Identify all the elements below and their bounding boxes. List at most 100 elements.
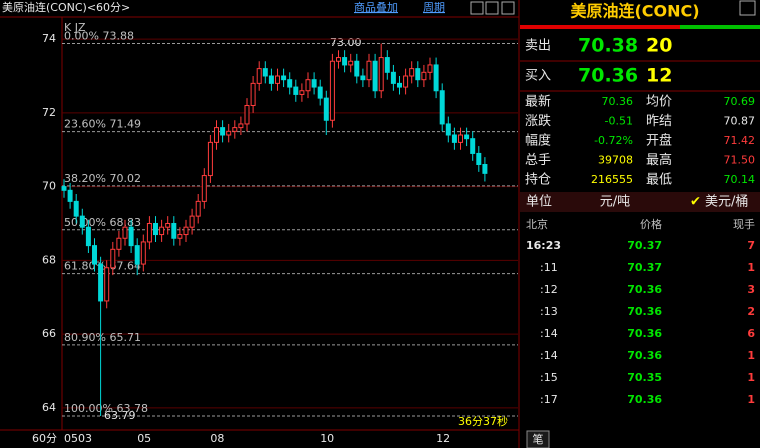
trade-volume: 1 bbox=[747, 393, 755, 406]
overlay-link[interactable]: 商品叠加 bbox=[354, 0, 398, 14]
fib-value: 67.64 bbox=[109, 260, 141, 273]
candle-body bbox=[482, 164, 488, 174]
nav-buttons[interactable] bbox=[470, 1, 515, 15]
trade-volume: 1 bbox=[747, 261, 755, 274]
x-tick-label: 10 bbox=[320, 432, 334, 445]
x-tick-label: 0503 bbox=[64, 432, 92, 445]
panel-title: 美原油连(CONC) bbox=[570, 2, 699, 21]
button[interactable] bbox=[501, 1, 515, 15]
candle-body bbox=[116, 237, 122, 250]
ask-price: 70.38 bbox=[578, 35, 638, 57]
fib-value: 70.02 bbox=[109, 172, 141, 185]
trade-volume: 7 bbox=[747, 239, 755, 252]
trade-price: 70.36 bbox=[627, 327, 662, 340]
candle-body bbox=[397, 82, 402, 88]
candle-body bbox=[427, 64, 433, 73]
stat-label: 幅度 bbox=[525, 133, 551, 149]
candle-body bbox=[458, 134, 463, 143]
trade-time: :14 bbox=[540, 349, 558, 362]
chart: 64 66 68 70 72 74 0.00% 73.88 23.60% 71.49 38.20… bbox=[42, 30, 518, 445]
strength-bar bbox=[680, 25, 760, 29]
countdown: 36分37秒 bbox=[458, 414, 508, 428]
unit-bar bbox=[520, 192, 760, 212]
trade-time: 16:23 bbox=[526, 239, 561, 252]
candle-body bbox=[250, 82, 256, 106]
button[interactable] bbox=[470, 1, 484, 15]
candle-body bbox=[378, 57, 384, 92]
stat-value: -0.51 bbox=[605, 115, 633, 128]
candle-body bbox=[366, 60, 372, 81]
candle-body bbox=[98, 263, 104, 302]
fib-percent: 50.00% bbox=[64, 216, 106, 229]
trade-volume: 6 bbox=[747, 327, 755, 340]
candle-body bbox=[323, 97, 329, 121]
trade-volume: 2 bbox=[747, 305, 755, 318]
candle-body bbox=[415, 68, 421, 81]
trade-time: :12 bbox=[540, 283, 558, 296]
candle-body bbox=[372, 60, 378, 92]
candle-body bbox=[287, 79, 293, 88]
stat-value: 71.50 bbox=[724, 154, 756, 167]
candle-body bbox=[110, 248, 116, 269]
bid-label: 买入 bbox=[525, 69, 551, 84]
trade-price: 70.36 bbox=[627, 349, 662, 362]
candle-body bbox=[470, 138, 476, 154]
trades-header: 北京 bbox=[526, 217, 548, 231]
y-tick-label: 66 bbox=[42, 327, 56, 340]
candle-body bbox=[445, 123, 451, 136]
fib-percent: 0.00% bbox=[64, 30, 99, 43]
fib-percent: 38.20% bbox=[64, 172, 106, 185]
trade-price: 70.35 bbox=[627, 371, 662, 384]
trade-price: 70.36 bbox=[627, 305, 662, 318]
candle-body bbox=[384, 57, 390, 73]
candle-body bbox=[207, 141, 213, 177]
stat-value: 70.69 bbox=[724, 95, 756, 108]
trades-header: 现手 bbox=[733, 217, 755, 231]
unit-option[interactable]: 元/吨 bbox=[600, 195, 630, 210]
button[interactable] bbox=[485, 1, 499, 15]
trade-volume: 3 bbox=[747, 283, 755, 296]
trade-price: 70.36 bbox=[627, 393, 662, 406]
bid-price: 70.36 bbox=[578, 65, 638, 87]
button[interactable] bbox=[739, 0, 756, 16]
candle-body bbox=[183, 226, 189, 236]
trade-volume: 1 bbox=[747, 349, 755, 362]
trade-price: 70.37 bbox=[627, 261, 662, 274]
stat-value: 39708 bbox=[598, 154, 633, 167]
candle-body bbox=[159, 226, 165, 236]
trade-time: :17 bbox=[540, 393, 558, 406]
candle-body bbox=[360, 75, 366, 81]
candle-body bbox=[439, 90, 445, 125]
stat-value: 71.42 bbox=[724, 134, 756, 147]
candle-body bbox=[317, 86, 323, 99]
candle-body bbox=[409, 68, 415, 77]
candle-body bbox=[214, 127, 219, 143]
candle-body bbox=[403, 75, 409, 88]
stat-label: 涨跌 bbox=[525, 113, 551, 129]
tab[interactable] bbox=[526, 430, 550, 448]
stat-label: 最新 bbox=[525, 94, 551, 110]
stat-value: 216555 bbox=[591, 173, 633, 186]
tab-label[interactable]: 笔 bbox=[533, 432, 544, 446]
stat-label: 最低 bbox=[646, 173, 672, 188]
candle-body bbox=[134, 245, 140, 265]
x-tick-label: 08 bbox=[210, 432, 224, 445]
period-label: 60分 bbox=[32, 432, 57, 445]
fib-label: 100.00% 63.78 bbox=[64, 402, 148, 415]
candle-body bbox=[92, 245, 97, 265]
candle-body bbox=[354, 60, 360, 77]
candle-body bbox=[262, 68, 268, 77]
period-link[interactable]: 周期 bbox=[423, 1, 445, 14]
candle-body bbox=[348, 60, 354, 66]
candle-body bbox=[433, 64, 439, 92]
candle-body bbox=[128, 226, 134, 247]
y-tick-label: 64 bbox=[42, 401, 56, 414]
unit-option[interactable]: 美元/桶 bbox=[705, 195, 748, 210]
unit-label: 单位 bbox=[526, 195, 552, 210]
stat-label: 总手 bbox=[525, 153, 551, 168]
candle-body bbox=[244, 105, 250, 125]
bid-volume: 12 bbox=[646, 65, 672, 87]
candle-body bbox=[311, 79, 317, 88]
fib-value: 73.88 bbox=[102, 30, 134, 43]
